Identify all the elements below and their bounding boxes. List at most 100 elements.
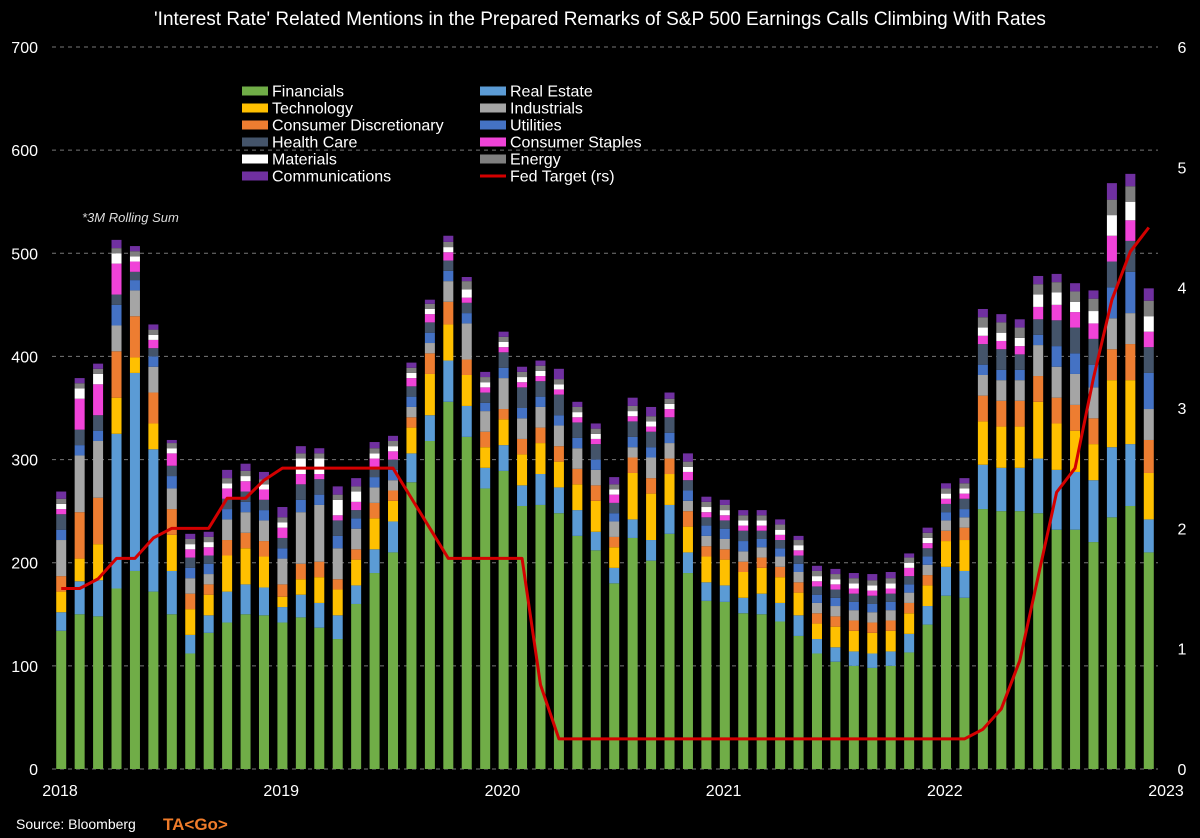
bar-segment	[922, 585, 933, 607]
bar-segment	[498, 419, 509, 446]
bar-segment	[590, 500, 601, 532]
bar-segment	[498, 347, 509, 353]
bar-segment	[258, 541, 269, 557]
fed-target-line	[61, 226, 1150, 741]
bar-segment	[517, 418, 528, 439]
bar-segment	[424, 373, 435, 416]
bar-segment	[1125, 505, 1136, 769]
bar-segment	[959, 509, 970, 518]
bar-segment	[922, 575, 933, 586]
y-tick-label: 600	[11, 143, 38, 160]
bar-segment	[904, 613, 915, 634]
bar-segment	[609, 484, 620, 490]
bar-segment	[627, 537, 638, 769]
bar-segment	[517, 382, 528, 388]
legend-swatch	[480, 86, 506, 96]
bar-segment	[1014, 467, 1025, 512]
bar-segment	[314, 627, 325, 769]
bar-segment	[959, 527, 970, 541]
bar-segment	[609, 494, 620, 503]
bar-segment	[535, 396, 546, 407]
bar-segment	[1051, 366, 1062, 398]
bar-segment	[93, 415, 104, 431]
bar-segment	[498, 378, 509, 410]
bar-segment	[904, 553, 915, 558]
bar-segment	[793, 540, 804, 546]
bar-segment	[627, 416, 638, 422]
bar-segment	[369, 477, 380, 488]
bar-segment	[756, 510, 767, 516]
bar-segment	[959, 498, 970, 510]
bar-segment	[996, 467, 1007, 512]
bar-segment	[977, 421, 988, 465]
bar-segment	[443, 281, 454, 302]
bar-segment	[977, 317, 988, 328]
bar-segment	[646, 431, 657, 448]
bar-segment	[443, 260, 454, 271]
bar-segment	[553, 513, 564, 769]
bar-segment	[941, 530, 952, 542]
bar-segment	[793, 635, 804, 769]
bar-segment	[867, 622, 878, 633]
bar-segment	[1125, 240, 1136, 272]
bar-segment	[996, 340, 1007, 350]
bar-segment	[93, 368, 104, 374]
bar-segment	[1143, 472, 1154, 520]
bar-segment	[830, 574, 841, 580]
bar-segment	[1014, 319, 1025, 328]
bar-segment	[811, 565, 822, 571]
bar-segment	[498, 367, 509, 379]
bar-segment	[775, 540, 786, 549]
bar-segment	[941, 483, 952, 489]
bar-segment	[517, 387, 528, 408]
bar-segment	[93, 497, 104, 545]
bar-segment	[922, 532, 933, 538]
bar-segment	[369, 442, 380, 449]
bar-segment	[148, 423, 159, 450]
legend-label: Consumer Staples	[510, 135, 642, 152]
bar-segment	[295, 617, 306, 769]
bar-segment	[111, 588, 122, 769]
rolling-sum-note: *3M Rolling Sum	[82, 210, 179, 225]
legend-swatch	[242, 171, 268, 181]
bar-segment	[332, 486, 343, 495]
bar-segment	[258, 499, 269, 511]
bar-segment	[848, 665, 859, 769]
bar-segment	[1014, 511, 1025, 769]
bar-segment	[185, 557, 196, 568]
bar-segment	[461, 405, 472, 437]
bar-segment	[867, 653, 878, 668]
bar-segment	[240, 548, 251, 585]
bar-segment	[406, 406, 417, 418]
bar-segment	[701, 517, 712, 526]
bar-segment	[258, 471, 269, 480]
bar-segment	[129, 280, 140, 291]
bar-segment	[738, 515, 749, 521]
bar-segment	[719, 585, 730, 602]
bar-segment	[553, 487, 564, 514]
bar-segment	[1125, 313, 1136, 345]
bar-segment	[609, 513, 620, 522]
bar-segment	[1033, 284, 1044, 295]
bar-segment	[56, 498, 67, 504]
bar-segment	[388, 435, 399, 442]
bar-segment	[1033, 334, 1044, 346]
bar-segment	[867, 603, 878, 613]
bar-segment	[977, 374, 988, 396]
bar-segment	[517, 366, 528, 372]
bar-segment	[609, 583, 620, 769]
bar-segment	[885, 610, 896, 621]
bar-segment	[258, 587, 269, 616]
bar-segment	[332, 548, 343, 580]
bar-segment	[1088, 338, 1099, 365]
bar-segment	[129, 290, 140, 317]
bar-segment	[1070, 353, 1081, 374]
y-tick-label: 100	[11, 659, 38, 676]
bar-segment	[1143, 409, 1154, 440]
bar-segment	[1106, 199, 1117, 216]
bar-segment	[498, 470, 509, 769]
bar-segment	[590, 550, 601, 769]
bar-segment	[148, 392, 159, 424]
bar-segment	[314, 458, 325, 475]
